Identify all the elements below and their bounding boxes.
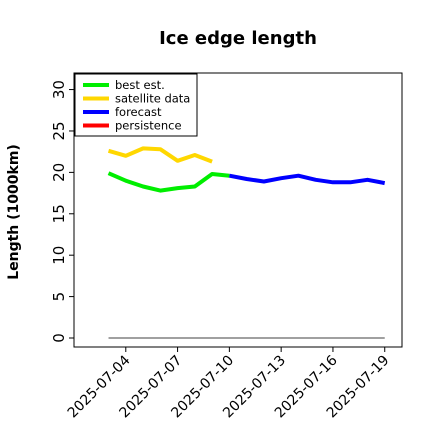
legend-entry: best est. <box>115 78 165 92</box>
y-tick-label: 15 <box>50 204 68 223</box>
series-line-forecast <box>229 173 386 186</box>
y-axis: 0 5 10 15 20 25 30 <box>50 80 74 343</box>
x-axis: 2025-07-042025-07-072025-07-102025-07-13… <box>65 347 393 421</box>
plot-frame <box>73 72 403 348</box>
series-line-best-est- <box>107 171 230 193</box>
legend-entry: persistence <box>115 119 182 133</box>
legend-entry: forecast <box>115 105 162 119</box>
series-line-satellite-data <box>107 146 213 164</box>
y-tick-label: 5 <box>50 292 68 302</box>
legend-entry: satellite data <box>115 92 190 106</box>
series-layer <box>107 146 386 193</box>
chart-title: Ice edge length <box>159 28 317 49</box>
y-axis-label: Length (1000km) <box>6 144 22 280</box>
y-tick-label: 30 <box>50 80 68 99</box>
y-tick-label: 20 <box>50 163 68 182</box>
y-tick-label: 10 <box>50 246 68 265</box>
legend: best est.satellite dataforecastpersisten… <box>74 73 198 137</box>
y-tick-label: 25 <box>50 121 68 140</box>
y-tick-label: 0 <box>50 333 68 343</box>
